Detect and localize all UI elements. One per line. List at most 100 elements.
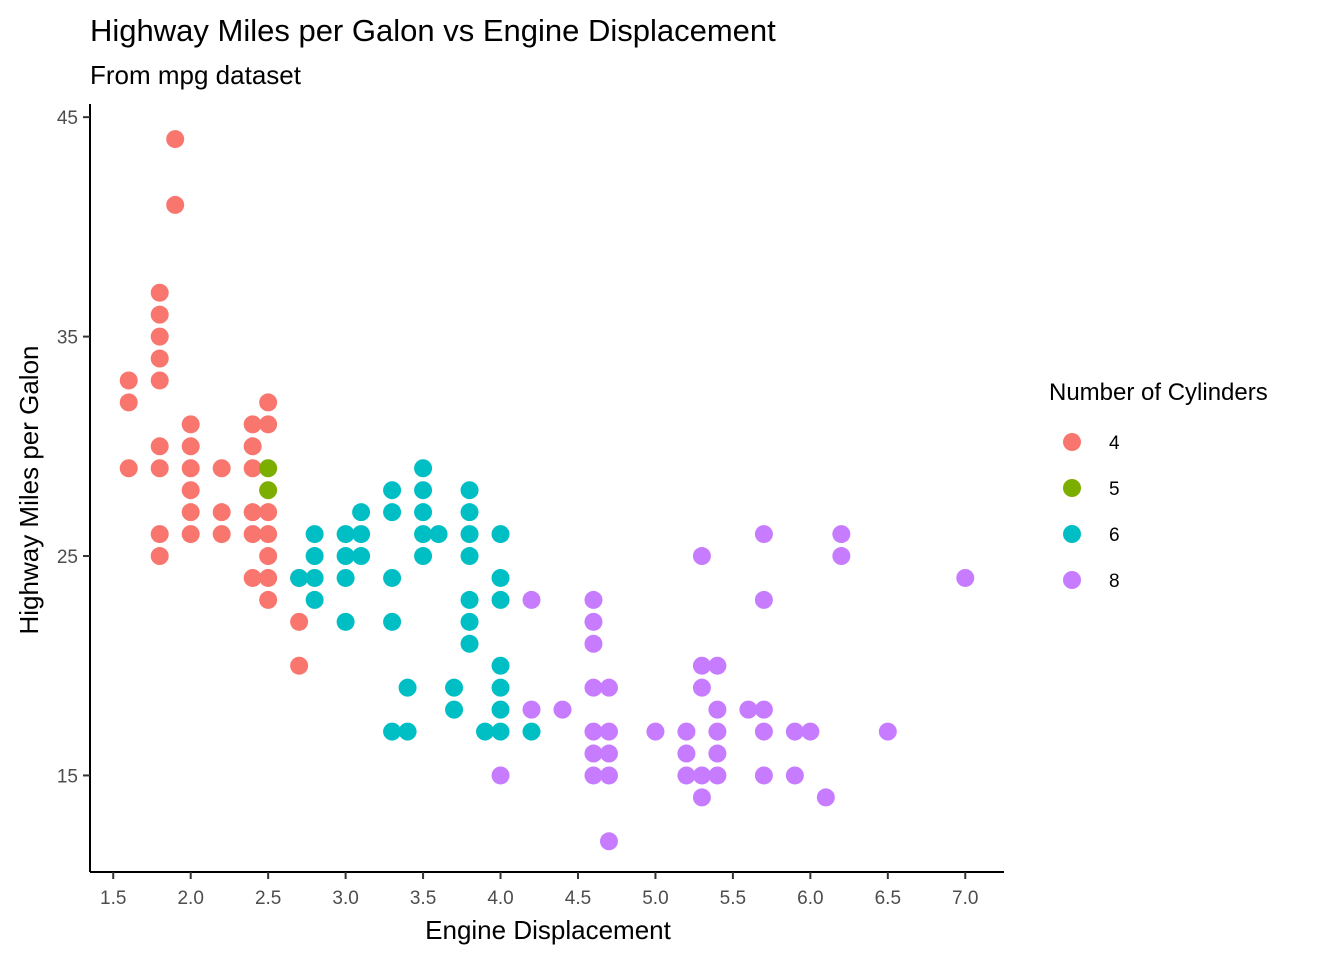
data-point xyxy=(491,700,510,719)
data-point xyxy=(383,503,402,522)
y-tick-label: 45 xyxy=(57,108,78,129)
data-point xyxy=(181,459,200,478)
data-point xyxy=(290,568,309,587)
data-point xyxy=(460,481,479,500)
data-point xyxy=(259,525,278,544)
x-tick-label: 5.5 xyxy=(720,888,746,909)
data-points xyxy=(119,130,975,851)
x-tick-label: 3.0 xyxy=(332,888,358,909)
data-point xyxy=(243,503,262,522)
data-point xyxy=(305,525,324,544)
data-point xyxy=(692,788,711,807)
data-point xyxy=(414,503,433,522)
data-point xyxy=(259,547,278,566)
legend-key-5 xyxy=(1063,479,1081,497)
y-tick-label: 25 xyxy=(57,547,78,568)
legend-key-4 xyxy=(1063,433,1081,451)
data-point xyxy=(646,722,665,741)
data-point xyxy=(460,612,479,631)
data-point xyxy=(460,525,479,544)
data-point xyxy=(243,459,262,478)
data-point xyxy=(150,459,169,478)
data-point xyxy=(259,459,278,478)
legend-key-6 xyxy=(1063,525,1081,543)
data-point xyxy=(491,722,510,741)
data-point xyxy=(181,437,200,456)
data-point xyxy=(553,700,572,719)
data-point xyxy=(692,656,711,675)
legend-items: 4 5 6 8 xyxy=(1063,433,1120,592)
data-point xyxy=(166,195,185,214)
legend-key-8 xyxy=(1063,571,1081,589)
data-point xyxy=(801,722,820,741)
data-point xyxy=(398,722,417,741)
data-point xyxy=(584,678,603,697)
data-point xyxy=(677,744,696,763)
data-point xyxy=(460,634,479,653)
data-point xyxy=(708,722,727,741)
legend-title: Number of Cylinders xyxy=(1049,379,1268,406)
data-point xyxy=(259,503,278,522)
data-point xyxy=(522,700,541,719)
data-point xyxy=(599,832,618,851)
data-point xyxy=(243,568,262,587)
data-point xyxy=(398,678,417,697)
data-point xyxy=(692,547,711,566)
data-point xyxy=(956,568,975,587)
data-point xyxy=(336,547,355,566)
data-point xyxy=(491,525,510,544)
x-tick-label: 2.0 xyxy=(177,888,203,909)
data-point xyxy=(259,590,278,609)
legend: Number of Cylinders 4 5 6 8 xyxy=(1049,379,1268,592)
data-point xyxy=(119,393,138,412)
data-point xyxy=(305,547,324,566)
data-point xyxy=(150,371,169,390)
data-point xyxy=(166,130,185,149)
data-point xyxy=(383,568,402,587)
data-point xyxy=(305,590,324,609)
data-point xyxy=(150,547,169,566)
chart-subtitle: From mpg dataset xyxy=(90,60,302,90)
series-4 xyxy=(119,130,309,675)
data-point xyxy=(181,503,200,522)
data-point xyxy=(692,766,711,785)
data-point xyxy=(460,590,479,609)
data-point xyxy=(259,568,278,587)
data-point xyxy=(243,525,262,544)
data-point xyxy=(259,393,278,412)
data-point xyxy=(352,503,371,522)
data-point xyxy=(832,547,851,566)
data-point xyxy=(739,700,758,719)
y-axis-title: Highway Miles per Galon xyxy=(14,345,44,634)
data-point xyxy=(491,656,510,675)
data-point xyxy=(708,700,727,719)
data-point xyxy=(677,722,696,741)
legend-label: 8 xyxy=(1109,571,1120,592)
data-point xyxy=(445,678,464,697)
y-axis-ticks: 15 25 35 45 xyxy=(57,108,90,787)
data-point xyxy=(460,503,479,522)
data-point xyxy=(491,678,510,697)
data-point xyxy=(119,459,138,478)
x-tick-label: 1.5 xyxy=(100,888,126,909)
data-point xyxy=(212,525,231,544)
data-point xyxy=(181,481,200,500)
data-point xyxy=(599,744,618,763)
data-point xyxy=(290,612,309,631)
x-tick-label: 4.5 xyxy=(565,888,591,909)
data-point xyxy=(708,744,727,763)
chart-title: Highway Miles per Galon vs Engine Displa… xyxy=(90,13,776,48)
data-point xyxy=(677,766,696,785)
data-point xyxy=(491,590,510,609)
data-point xyxy=(599,766,618,785)
data-point xyxy=(445,700,464,719)
data-point xyxy=(599,678,618,697)
data-point xyxy=(119,371,138,390)
data-point xyxy=(785,722,804,741)
x-axis-ticks: 1.5 2.0 2.5 3.0 3.5 4.0 4.5 5.0 5.5 6.0 6.5 7.0 xyxy=(100,872,978,909)
data-point xyxy=(584,634,603,653)
x-tick-label: 5.0 xyxy=(642,888,668,909)
data-point xyxy=(383,481,402,500)
legend-label: 5 xyxy=(1109,479,1120,500)
